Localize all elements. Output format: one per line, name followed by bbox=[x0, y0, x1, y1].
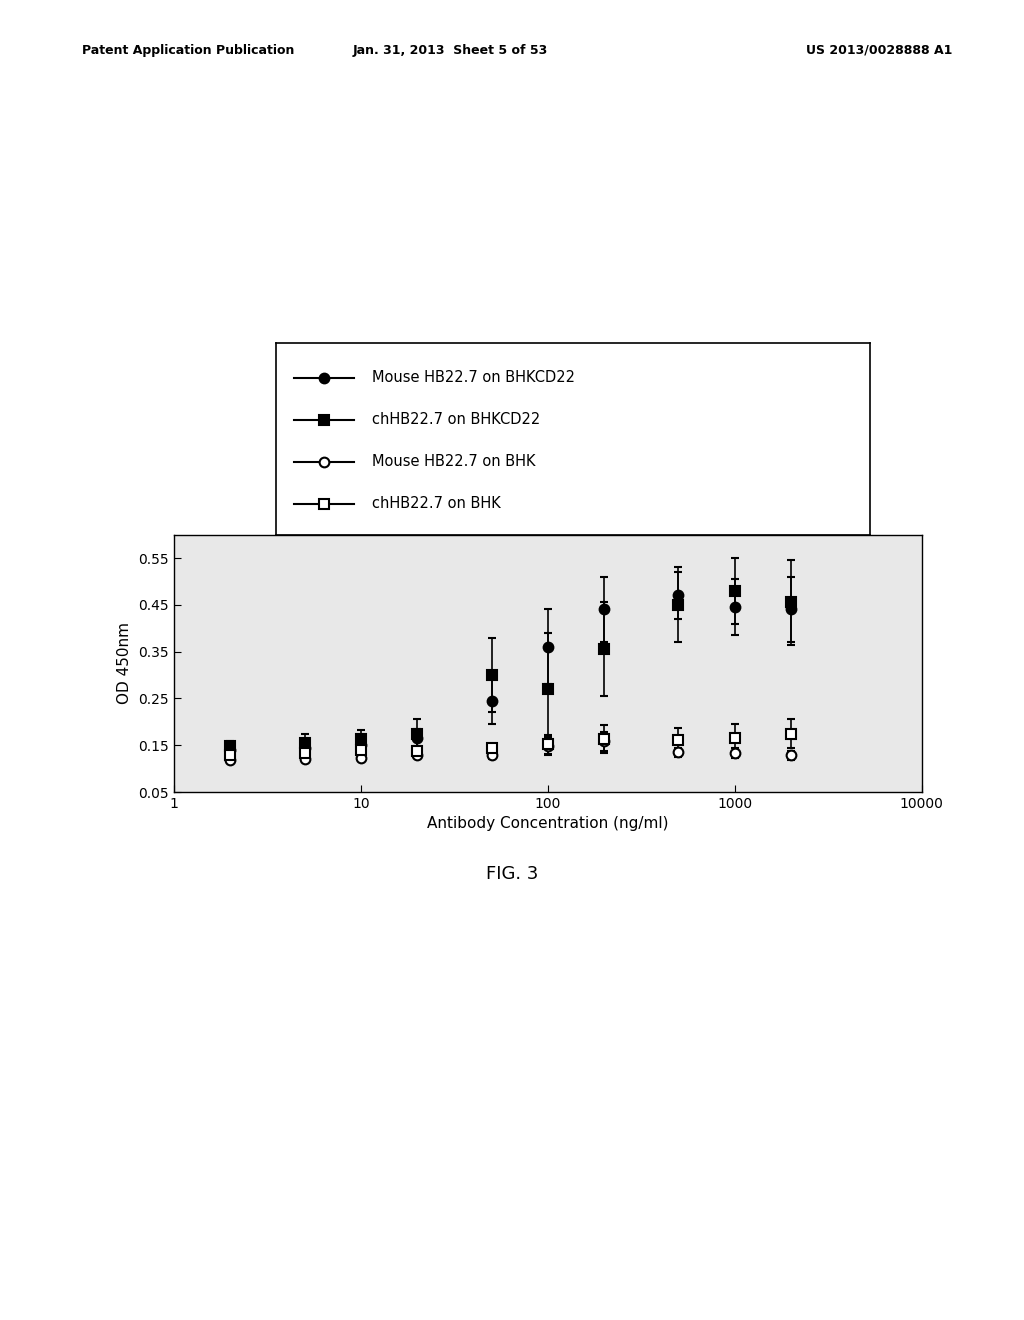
Text: chHB22.7 on BHK: chHB22.7 on BHK bbox=[372, 496, 501, 511]
Y-axis label: OD 450nm: OD 450nm bbox=[117, 622, 131, 705]
Text: FIG. 3: FIG. 3 bbox=[485, 865, 539, 883]
Text: US 2013/0028888 A1: US 2013/0028888 A1 bbox=[806, 44, 952, 57]
Text: chHB22.7 on BHKCD22: chHB22.7 on BHKCD22 bbox=[372, 412, 540, 428]
Text: Mouse HB22.7 on BHK: Mouse HB22.7 on BHK bbox=[372, 454, 535, 470]
Text: Patent Application Publication: Patent Application Publication bbox=[82, 44, 294, 57]
Text: Mouse HB22.7 on BHKCD22: Mouse HB22.7 on BHKCD22 bbox=[372, 370, 574, 385]
X-axis label: Antibody Concentration (ng/ml): Antibody Concentration (ng/ml) bbox=[427, 816, 669, 832]
Text: Jan. 31, 2013  Sheet 5 of 53: Jan. 31, 2013 Sheet 5 of 53 bbox=[353, 44, 548, 57]
